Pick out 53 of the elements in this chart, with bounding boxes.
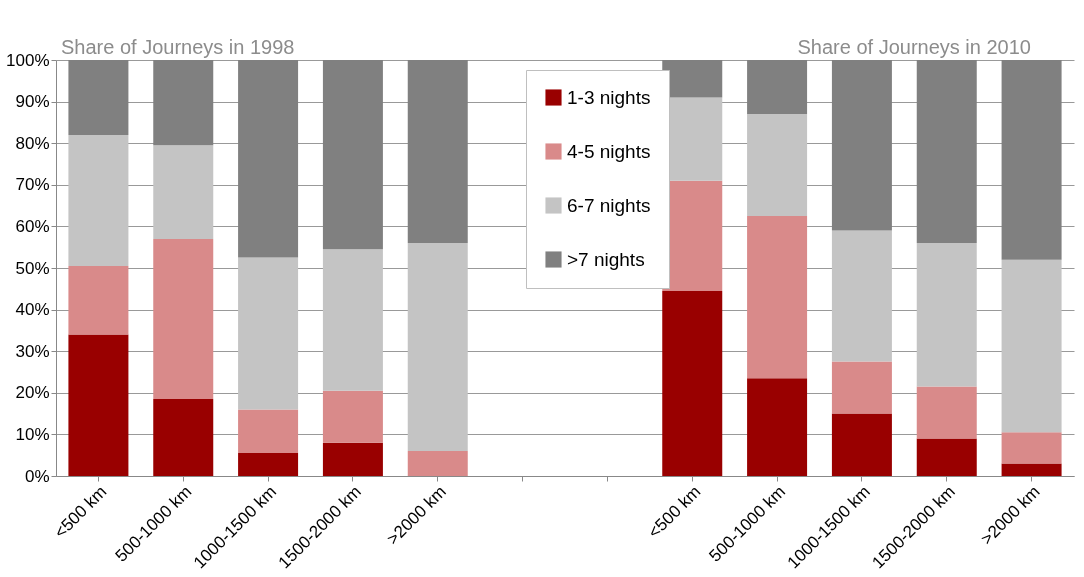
bar	[68, 60, 129, 135]
text: Share of Journeys in 1998	[61, 36, 295, 58]
bar	[68, 334, 129, 476]
text: Share of Journeys in 2010	[797, 36, 1031, 58]
y-tick-label: 0%	[24, 466, 50, 486]
y-tick-label: 50%	[15, 258, 50, 278]
bar	[831, 230, 892, 362]
legend-label: 4-5 nights	[567, 140, 651, 162]
bar	[153, 60, 214, 146]
bar	[407, 451, 468, 476]
bar	[322, 249, 383, 391]
legend-label: 1-3 nights	[567, 86, 651, 108]
bar	[1001, 60, 1062, 260]
bar	[916, 60, 977, 244]
bar	[407, 243, 468, 452]
bar	[322, 442, 383, 476]
bar	[747, 216, 808, 379]
bar	[747, 378, 808, 476]
legend-label: 6-7 nights	[567, 194, 651, 216]
bar	[747, 60, 808, 115]
bar	[68, 265, 129, 335]
bar	[153, 238, 214, 400]
legend-label: >7 nights	[567, 248, 645, 270]
bar	[68, 134, 129, 266]
bar	[238, 257, 299, 410]
y-tick-label: 30%	[15, 341, 50, 361]
bar	[831, 413, 892, 476]
y-tick-label: 40%	[15, 300, 50, 320]
bar	[747, 114, 808, 216]
y-tick-label: 60%	[15, 216, 50, 236]
y-tick-label: 100%	[6, 50, 50, 70]
y-tick-label: 20%	[15, 383, 50, 403]
bar	[1001, 432, 1062, 464]
bar	[1001, 463, 1062, 476]
bar	[1001, 259, 1062, 433]
bar	[322, 60, 383, 250]
bar	[916, 243, 977, 387]
y-tick-label: 80%	[15, 133, 50, 153]
bar	[407, 60, 468, 244]
bar	[153, 399, 214, 476]
bar	[238, 453, 299, 476]
bar	[831, 361, 892, 414]
bar	[238, 60, 299, 258]
y-tick-label: 70%	[15, 175, 50, 195]
y-tick-label: 10%	[15, 424, 50, 444]
bar	[916, 438, 977, 476]
bar	[662, 290, 723, 476]
y-tick-label: 90%	[15, 92, 50, 112]
bar	[153, 145, 214, 239]
bar	[916, 386, 977, 439]
bar	[322, 390, 383, 443]
bar	[831, 60, 892, 231]
bar	[238, 409, 299, 454]
